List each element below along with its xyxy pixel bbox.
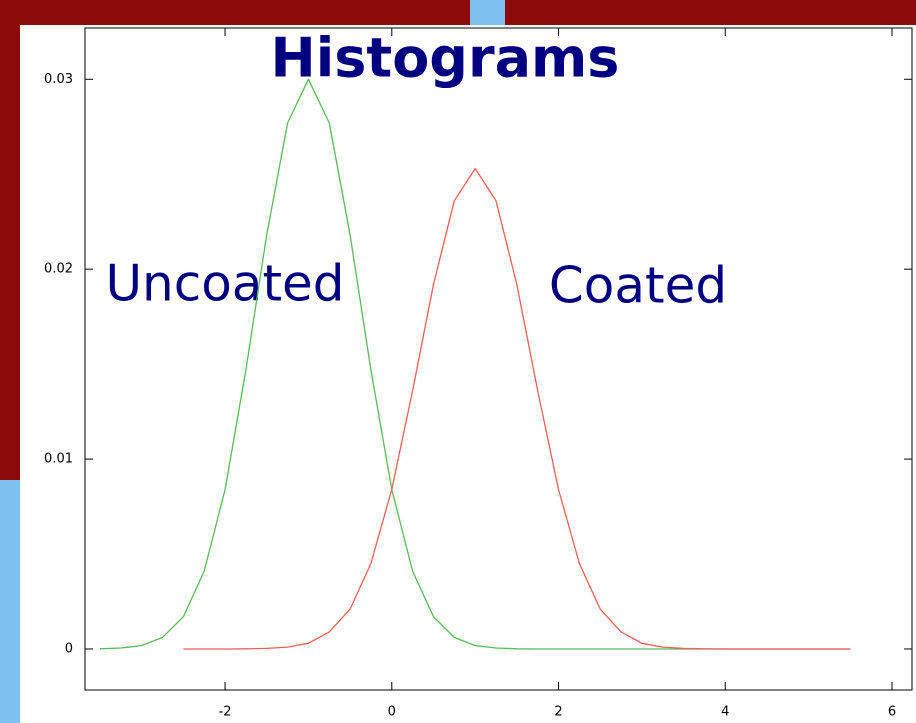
background-strip [470,0,505,25]
y-tick-label: 0.01 [44,452,73,467]
annotation: Uncoated [105,255,344,313]
chart-title: Histograms [271,27,620,90]
plot-frame [84,27,913,691]
x-tick-label: 4 [721,705,729,720]
x-tick-label: 6 [888,705,896,720]
background-strip-left [0,480,20,723]
background-image-top [0,0,916,25]
annotation: Coated [549,257,727,315]
y-tick-label: 0.02 [44,262,73,277]
y-tick-label: 0 [65,641,73,656]
y-tick-label: 0.03 [44,72,73,87]
x-tick-label: 2 [554,705,562,720]
x-tick-label: 0 [388,705,396,720]
background-image-left [0,0,20,480]
data-line [183,167,851,650]
x-tick-label: -2 [219,705,232,720]
plot-panel [20,25,916,723]
